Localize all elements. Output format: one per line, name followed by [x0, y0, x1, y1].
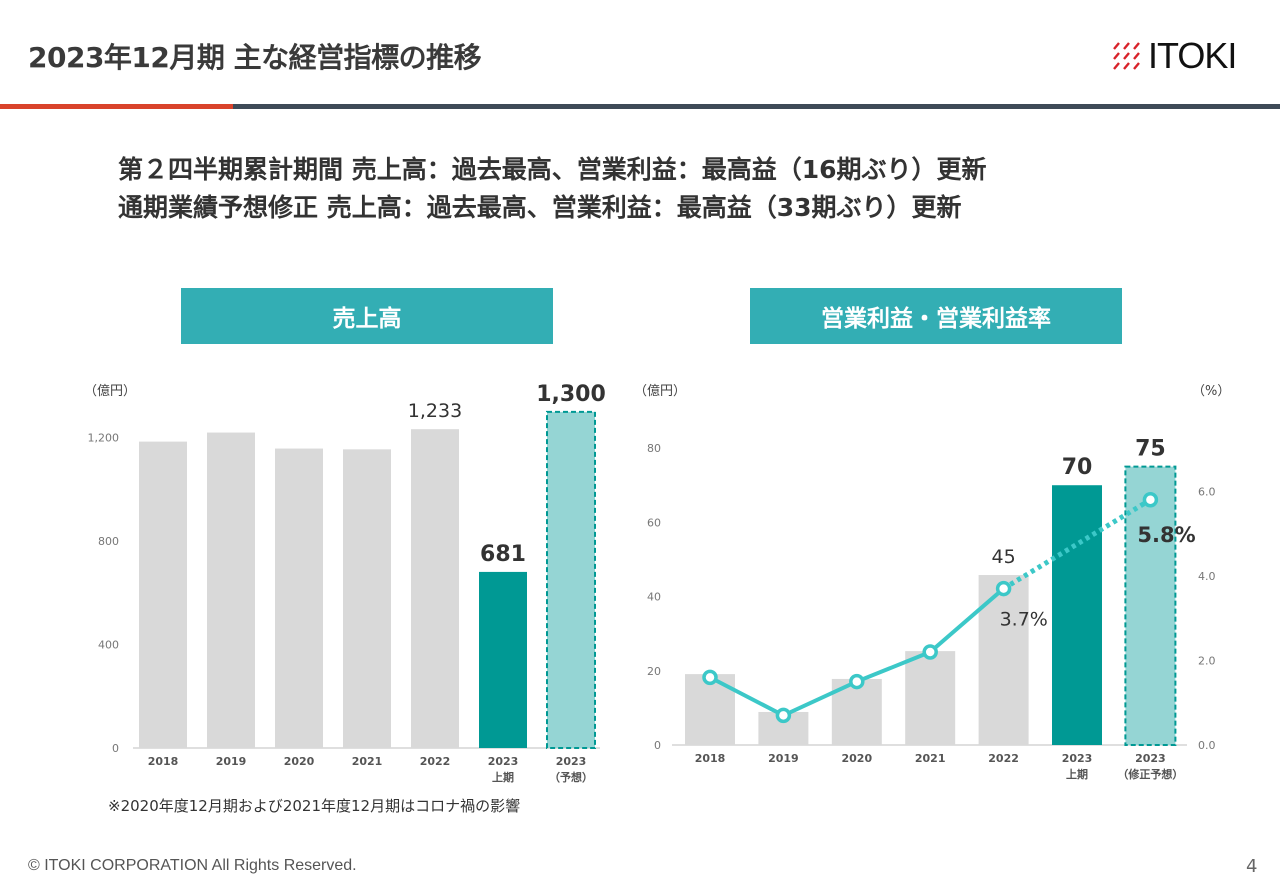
y-tick-label: 20: [647, 665, 661, 678]
y-tick-label: 60: [647, 516, 661, 529]
x-tick-label: 2023: [556, 755, 587, 768]
x-tick-label: （予想）: [549, 770, 593, 784]
x-tick-label: 上期: [492, 770, 514, 784]
sales-chart-title: 売上高: [181, 288, 553, 344]
y2-tick-label: 6.0: [1198, 485, 1216, 498]
margin-point-2: [849, 673, 865, 690]
x-tick-label: 2021: [915, 752, 946, 765]
y-axis-unit: （億円）: [84, 383, 136, 399]
x-tick-label: 2018: [695, 752, 726, 765]
margin-point-1: [775, 707, 792, 724]
y-axis-unit: （億円）: [634, 383, 686, 399]
x-tick-label: 2018: [148, 755, 179, 768]
x-tick-label: 2022: [420, 755, 451, 768]
y-tick-label: 400: [98, 639, 119, 652]
headline-full-year: 通期業績予想修正 売上高：過去最高、営業利益：最高益（33期ぶり）更新: [118, 193, 962, 222]
header-rule: [233, 104, 1280, 109]
data-label: 75: [1135, 437, 1166, 462]
margin-label: 3.7%: [1000, 609, 1048, 631]
margin-point-4: [995, 580, 1012, 597]
y2-tick-label: 4.0: [1198, 570, 1216, 583]
profit-chart-title: 営業利益・営業利益率: [750, 288, 1122, 344]
bar-3: [905, 651, 956, 745]
header-rule-accent: [0, 104, 233, 109]
page-number: 4: [1246, 856, 1258, 877]
data-label: 70: [1062, 455, 1093, 480]
y2-tick-label: 0.0: [1198, 739, 1216, 752]
margin-point-6: [1142, 492, 1159, 508]
y-tick-label: 800: [98, 535, 119, 548]
x-tick-label: 2020: [284, 755, 315, 768]
y2-axis-unit: （%）: [1192, 384, 1230, 399]
x-tick-label: 2023: [1135, 752, 1166, 765]
data-label: 681: [480, 542, 526, 567]
copyright: © ITOKI CORPORATION All Rights Reserved.: [28, 857, 357, 874]
y-tick-label: 0: [654, 739, 661, 752]
margin-label: 5.8%: [1137, 523, 1195, 547]
margin-point-0: [702, 669, 718, 686]
bar-4: [411, 429, 459, 748]
x-tick-label: 2021: [352, 755, 383, 768]
y-tick-label: 1,200: [88, 432, 120, 445]
x-tick-label: 2023: [1062, 752, 1093, 765]
margin-point-3: [922, 644, 938, 660]
data-label: 1,300: [536, 382, 606, 407]
bar-4: [978, 575, 1029, 745]
x-tick-label: 上期: [1066, 767, 1088, 781]
logo-mark-icon: [1113, 42, 1140, 70]
y-tick-label: 0: [112, 742, 119, 755]
x-tick-label: 2020: [841, 752, 872, 765]
headline-q2: 第２四半期累計期間 売上高：過去最高、営業利益：最高益（16期ぶり）更新: [118, 155, 987, 184]
x-tick-label: 2023: [488, 755, 519, 768]
bar-3: [343, 449, 391, 748]
bar-5: [1052, 485, 1102, 745]
data-label: 1,233: [408, 400, 462, 422]
x-tick-label: （修正予想）: [1117, 767, 1183, 781]
y-tick-label: 40: [647, 591, 661, 604]
bar-6: [546, 410, 596, 749]
bar-0: [139, 441, 187, 748]
x-tick-label: 2022: [988, 752, 1019, 765]
bar-2: [275, 448, 323, 748]
data-label: 45: [992, 546, 1016, 568]
logo-text: ITOKI: [1148, 35, 1237, 76]
y-tick-label: 80: [647, 442, 661, 455]
bar-1: [207, 432, 255, 748]
x-tick-label: 2019: [768, 752, 799, 765]
bar-6: [1124, 465, 1177, 746]
footnote: ※2020年度12月期および2021年度12月期はコロナ禍の影響: [108, 797, 521, 815]
itoki-logo: ITOKI: [1112, 35, 1237, 76]
bar-5: [479, 571, 527, 748]
x-tick-label: 2019: [216, 755, 247, 768]
page-title: 2023年12月期 主な経営指標の推移: [28, 41, 482, 74]
y2-tick-label: 2.0: [1198, 654, 1216, 667]
